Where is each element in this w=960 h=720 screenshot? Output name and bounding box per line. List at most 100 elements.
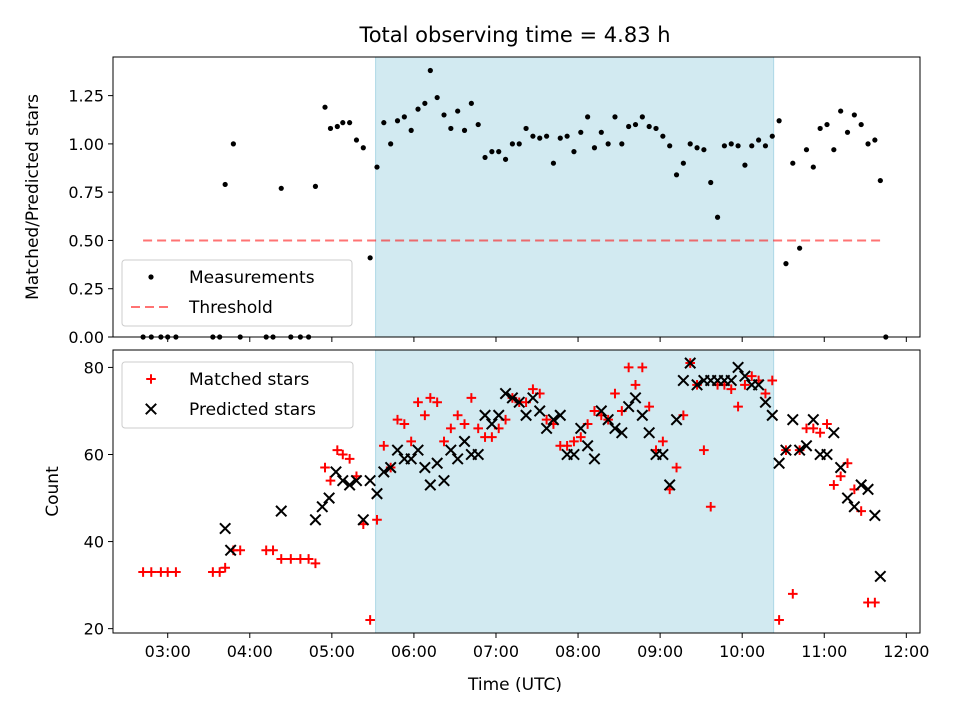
x-axis-label: Time (UTC) [467,675,562,695]
top-axes-frame [112,56,921,338]
predicted-star-point [330,466,342,478]
chart-title: Total observing time = 4.83 h [358,23,670,47]
measurement-point [735,143,741,149]
measurement-point [591,145,598,151]
predicted-star-point [336,474,349,487]
measurement-point [475,121,481,128]
predicted-star-point [547,413,560,426]
matched-star-point [705,501,716,512]
measurement-point [468,100,474,106]
predicted-star-point [424,479,437,491]
legend-label: Predicted stars [189,400,316,420]
predicted-star-point [275,505,288,517]
measurement-point [322,104,328,110]
x-tick-label: 12:00 [883,642,929,661]
measurement-point [612,114,618,120]
matched-star-point [575,432,586,442]
y-tick-label: 0.25 [68,280,104,299]
matched-star-point [425,393,436,403]
predicted-star-point [384,461,397,474]
matched-star-point [220,562,230,573]
legend-box [121,259,353,327]
measurement-point [408,127,414,133]
measurement-point [783,261,789,267]
predicted-star-point [343,479,356,491]
matched-star-point [589,406,600,416]
predicted-star-point [412,444,424,457]
y-tick-label: 20 [84,620,104,639]
matched-star-point [671,462,682,473]
matched-star-point [452,410,463,421]
top-axis-ticks: 0.00 0.25 0.50 0.75 1.00 1.25 [68,87,907,347]
measurement-point [790,160,796,166]
matched-star-point [214,567,225,577]
predicted-star-point [472,448,485,461]
matched-star-point [658,436,668,447]
matched-star-point [726,384,737,394]
measurement-point [660,133,666,139]
matched-star-point [303,554,314,564]
predicted-star-point [568,448,580,461]
matched-star-point [541,414,552,425]
measurement-point [422,100,428,106]
matched-star-point [787,589,798,599]
measurement-point [516,141,522,147]
predicted-star-point [458,435,471,448]
matched-star-point [325,475,336,486]
predicted-star-point [786,413,799,426]
x-tick-label: 11:00 [801,642,847,661]
predicted-star-point [444,444,457,457]
measurement-point [810,164,816,170]
legend-matched-marker [146,374,156,384]
predicted-star-point [219,522,232,535]
matched-star-point [320,462,330,473]
matched-star-point [337,449,348,460]
measurement-point [360,145,366,151]
predicted-star-point [527,391,539,404]
matched-star-point [733,401,743,412]
y-tick-label: 0.50 [68,231,104,250]
measurement-point [838,108,844,114]
x-tick-label: 08:00 [555,642,601,661]
matched-star-point [420,410,430,421]
predicted-star-point [841,492,854,504]
x-tick-label: 04:00 [227,642,273,661]
measurement-point [388,141,394,147]
matched-star-point [439,436,449,447]
measurement-point [222,181,228,188]
measurement-point [509,141,515,147]
matched-star-point [569,436,579,447]
matched-star-point [487,432,497,442]
predicted-star-point [874,570,887,583]
predicted-star-point [391,444,404,457]
matched-star-point [332,445,343,455]
matched-star-point [286,554,296,564]
predicted-star-point [725,374,738,387]
predicted-star-point [405,452,418,465]
measurement-point [578,129,584,135]
measurement-point [714,214,721,220]
matched-star-point [630,380,641,390]
measurement-point [749,143,755,149]
measurement-point [502,156,509,162]
bottom-count-marks [138,357,887,625]
x-tick-label: 05:00 [309,642,355,661]
measurement-point [851,112,857,118]
matched-star-point [268,545,278,556]
matched-star-point [699,445,709,455]
measurement-point [653,125,659,132]
measurement-point [667,143,673,149]
y-tick-label: 40 [84,533,104,552]
predicted-star-point [868,509,881,522]
measurement-point [797,245,803,251]
predicted-star-point [602,413,615,426]
bottom-axes-frame [112,349,921,634]
predicted-star-point [595,405,608,417]
predicted-star-point [663,479,676,491]
matched-star-point [637,362,648,373]
x-tick-label: 07:00 [473,642,519,661]
legend-box [121,361,354,429]
measurement-point [680,160,686,166]
measurement-point [605,141,611,147]
predicted-star-point [807,413,820,426]
